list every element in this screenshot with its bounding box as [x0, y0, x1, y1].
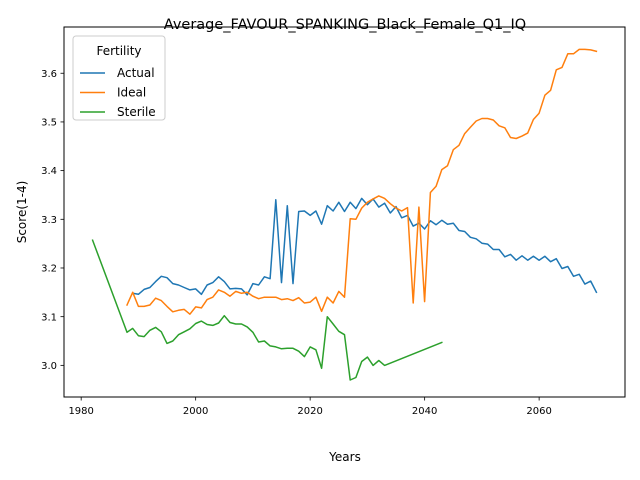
x-axis: 1980 2000 2020 2040 2060 — [68, 397, 552, 417]
x-tick-label: 1980 — [68, 406, 93, 417]
y-tick-label: 3.5 — [41, 118, 57, 129]
y-axis: 3.0 3.1 3.2 3.3 3.4 3.5 3.6 — [41, 69, 64, 372]
x-axis-label: Years — [328, 450, 361, 464]
x-tick-label: 2020 — [297, 406, 322, 417]
plot-frame — [63, 26, 626, 398]
legend-label-actual: Actual — [117, 66, 155, 80]
y-tick-label: 3.0 — [41, 361, 57, 372]
series-line-sterile — [91, 239, 443, 381]
y-tick-label: 3.3 — [41, 215, 57, 226]
series-line-actual — [131, 197, 598, 296]
y-tick-label: 3.2 — [41, 264, 57, 275]
series-line-ideal — [126, 48, 598, 315]
x-tick-label: 2000 — [183, 406, 208, 417]
legend-title: Fertility — [96, 44, 141, 58]
y-tick-label: 3.4 — [41, 166, 57, 177]
legend-label-sterile: Sterile — [117, 105, 156, 119]
y-axis-label: Score(1-4) — [15, 181, 29, 244]
legend: Fertility Actual Ideal Sterile — [72, 35, 166, 121]
y-tick-label: 3.6 — [41, 69, 57, 80]
legend-box — [72, 35, 166, 121]
x-tick-label: 2060 — [526, 406, 551, 417]
legend-label-ideal: Ideal — [117, 86, 146, 100]
x-tick-label: 2040 — [412, 406, 437, 417]
chart-title: Average_FAVOUR_SPANKING_Black_Female_Q1_… — [164, 17, 526, 33]
y-tick-label: 3.1 — [41, 312, 57, 323]
series-layer — [91, 48, 598, 381]
